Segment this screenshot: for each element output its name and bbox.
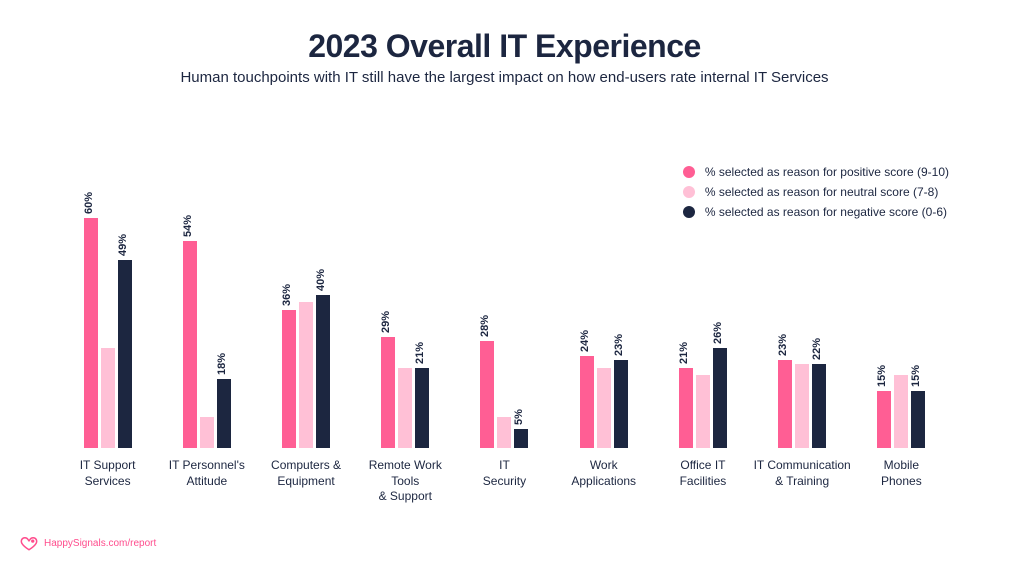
page-title: 2023 Overall IT Experience [0, 28, 1009, 65]
category-label: Remote Work Tools& Support [356, 448, 455, 505]
category-label: MobilePhones [852, 448, 951, 489]
legend-dot-icon [683, 206, 695, 218]
chart-bar: 23% [778, 360, 792, 448]
brand-logo-icon [20, 534, 38, 552]
chart-group: 36%40%Computers &Equipment [256, 218, 355, 448]
chart-bar: 60% [84, 218, 98, 448]
bar-value-label: 22% [811, 338, 823, 360]
chart-bar: 5% [514, 429, 528, 448]
chart-bar: 18% [217, 379, 231, 448]
chart-bar-cluster: 54% 18% [183, 241, 231, 448]
chart-legend: % selected as reason for positive score … [683, 165, 949, 225]
bar-value-label: 29% [380, 311, 392, 333]
chart-bar [894, 375, 908, 448]
legend-item: % selected as reason for neutral score (… [683, 185, 949, 199]
footer-link-text: HappySignals.com/report [44, 538, 156, 549]
chart-bar-cluster: 36% 40% [282, 295, 330, 448]
chart-bar [200, 417, 214, 448]
chart-group: 29%21%Remote Work Tools& Support [356, 218, 455, 448]
chart-bar: 15% [877, 391, 891, 449]
chart-bar-cluster: 23% 22% [778, 360, 826, 448]
chart-bar: 54% [183, 241, 197, 448]
chart-bar: 23% [614, 360, 628, 448]
bar-value-label: 24% [579, 330, 591, 352]
bar-value-label: 23% [613, 334, 625, 356]
chart-bar: 22% [812, 364, 826, 448]
chart-bar: 15% [911, 391, 925, 449]
bar-value-label: 49% [117, 234, 129, 256]
bar-value-label: 60% [83, 192, 95, 214]
legend-dot-icon [683, 166, 695, 178]
chart-group: 15%15%MobilePhones [852, 218, 951, 448]
chart-bar: 28% [480, 341, 494, 448]
category-label: IT Personnel'sAttitude [157, 448, 256, 489]
legend-label: % selected as reason for positive score … [705, 165, 949, 179]
legend-item: % selected as reason for negative score … [683, 205, 949, 219]
chart-bar-cluster: 29% 21% [381, 337, 429, 448]
chart-group: 28%5%ITSecurity [455, 218, 554, 448]
legend-label: % selected as reason for neutral score (… [705, 185, 938, 199]
chart-bar [299, 302, 313, 448]
bar-value-label: 21% [678, 341, 690, 363]
bar-chart: 60%49%IT SupportServices54%18%IT Personn… [58, 218, 951, 448]
bar-value-label: 40% [315, 269, 327, 291]
bar-value-label: 23% [777, 334, 789, 356]
category-label: Office ITFacilities [653, 448, 752, 489]
bar-value-label: 26% [712, 322, 724, 344]
chart-group: 54%18%IT Personnel'sAttitude [157, 218, 256, 448]
chart-bar: 36% [282, 310, 296, 448]
footer: HappySignals.com/report [20, 534, 156, 552]
chart-bar: 29% [381, 337, 395, 448]
chart-bar-cluster: 60% 49% [84, 218, 132, 448]
bar-value-label: 21% [414, 341, 426, 363]
bar-value-label: 18% [216, 353, 228, 375]
chart-bar-cluster: 21% 26% [679, 348, 727, 448]
category-label: ITSecurity [455, 448, 554, 489]
chart-bar-cluster: 24% 23% [580, 356, 628, 448]
bar-value-label: 15% [910, 364, 922, 386]
chart-bar: 21% [679, 368, 693, 449]
chart-bar [597, 368, 611, 449]
category-label: Computers &Equipment [256, 448, 355, 489]
category-label: IT Communication& Training [753, 448, 852, 489]
chart-bar-cluster: 15% 15% [877, 375, 925, 448]
bar-value-label: 15% [876, 364, 888, 386]
page-subtitle: Human touchpoints with IT still have the… [0, 69, 1009, 86]
bar-value-label: 36% [281, 284, 293, 306]
chart-bar [398, 368, 412, 449]
bar-value-label: 28% [479, 315, 491, 337]
chart-bar: 40% [316, 295, 330, 448]
category-label: IT SupportServices [58, 448, 157, 489]
bar-value-label: 54% [182, 215, 194, 237]
chart-group: 23%22%IT Communication& Training [753, 218, 852, 448]
chart-group: 21%26%Office ITFacilities [653, 218, 752, 448]
chart-bar-cluster: 28% 5% [480, 341, 528, 448]
chart-group: 24%23%WorkApplications [554, 218, 653, 448]
legend-item: % selected as reason for positive score … [683, 165, 949, 179]
bar-value-label: 5% [513, 409, 525, 425]
chart-bar: 21% [415, 368, 429, 449]
chart-bar [696, 375, 710, 448]
chart-bar: 49% [118, 260, 132, 448]
legend-label: % selected as reason for negative score … [705, 205, 947, 219]
chart-bar: 24% [580, 356, 594, 448]
chart-bar [101, 348, 115, 448]
chart-group: 60%49%IT SupportServices [58, 218, 157, 448]
chart-bar [795, 364, 809, 448]
chart-bar: 26% [713, 348, 727, 448]
legend-dot-icon [683, 186, 695, 198]
category-label: WorkApplications [554, 448, 653, 489]
chart-bar [497, 417, 511, 448]
